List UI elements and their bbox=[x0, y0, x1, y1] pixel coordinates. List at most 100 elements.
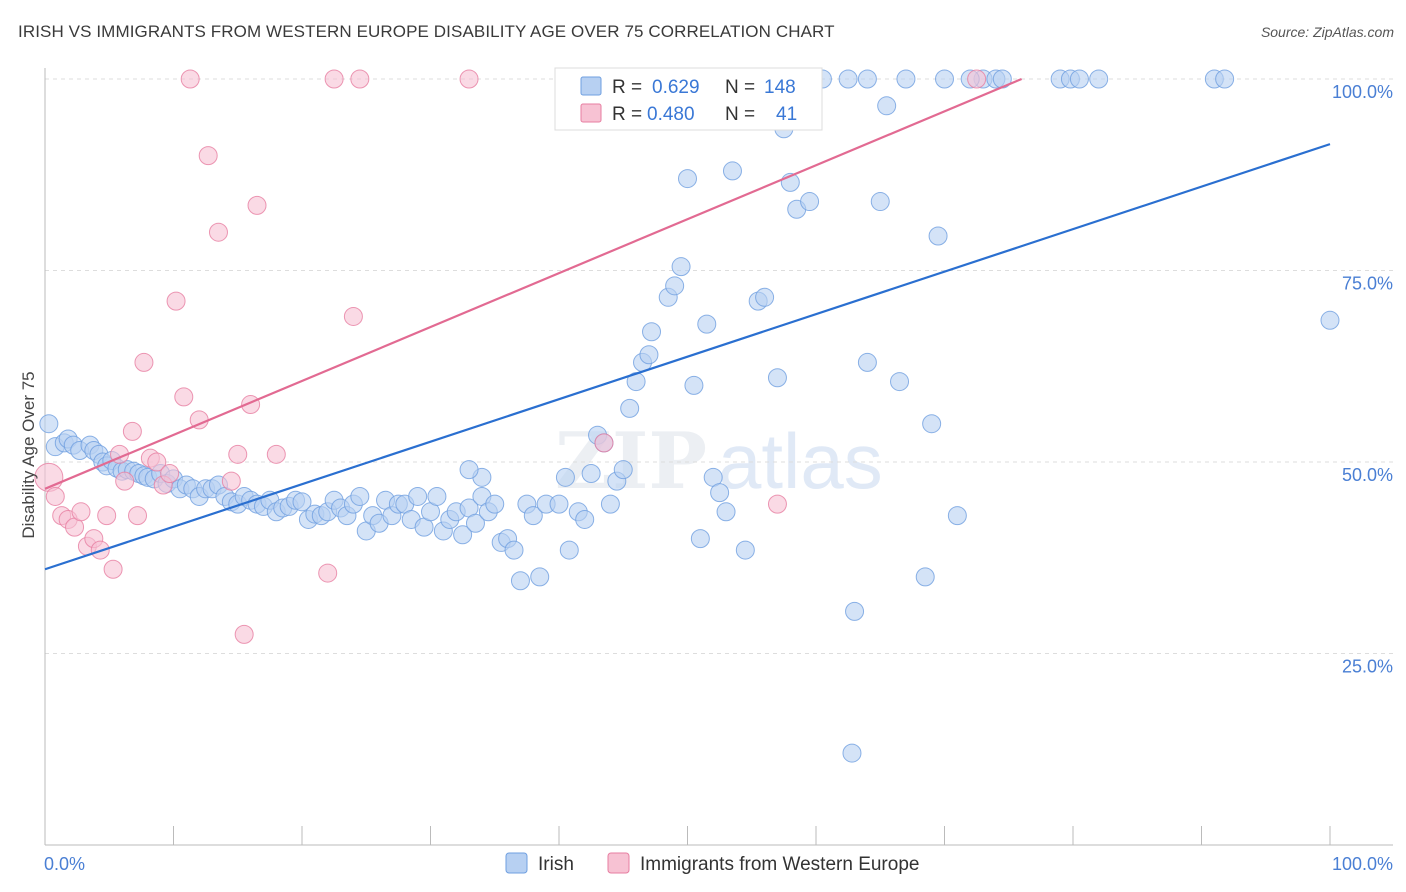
immigrants-point bbox=[122, 421, 142, 441]
immigrants-point bbox=[247, 195, 267, 215]
irish-point bbox=[600, 494, 620, 514]
irish-point bbox=[722, 161, 742, 181]
legend: Irish Immigrants from Western Europe bbox=[505, 852, 919, 875]
stats-r-value: 0.480 bbox=[647, 104, 695, 125]
irish-point bbox=[845, 601, 865, 621]
stats-r-label: R = bbox=[612, 77, 642, 98]
x-axis-ticks bbox=[44, 826, 1331, 845]
irish-point bbox=[555, 467, 575, 487]
x-tick-label-max: 100.0% bbox=[1332, 854, 1393, 874]
immigrants-point bbox=[115, 471, 135, 491]
irish-point bbox=[896, 69, 916, 89]
immigrants-point bbox=[767, 494, 787, 514]
immigrants-point bbox=[234, 624, 254, 644]
y-axis-label: Disability Age Over 75 bbox=[19, 371, 38, 538]
stats-swatch-immigrants bbox=[580, 103, 602, 123]
irish-point bbox=[530, 567, 550, 587]
y-tick-label: 50.0% bbox=[1342, 465, 1393, 485]
irish-point bbox=[559, 540, 579, 560]
irish-point bbox=[639, 345, 659, 365]
immigrants-point bbox=[134, 352, 154, 372]
stats-box: R = 0.629 N = 148 R = 0.480 N = 41 bbox=[554, 67, 823, 131]
irish-point bbox=[857, 69, 877, 89]
irish-point bbox=[1089, 69, 1109, 89]
irish-point bbox=[523, 506, 543, 526]
immigrants-point bbox=[318, 563, 338, 583]
immigrants-point bbox=[459, 69, 479, 89]
irish-point bbox=[922, 414, 942, 434]
stats-n-value: 148 bbox=[764, 77, 796, 98]
irish-point bbox=[710, 483, 730, 503]
immigrants-point bbox=[208, 222, 228, 242]
irish-point bbox=[510, 571, 530, 591]
x-tick-label-min: 0.0% bbox=[44, 854, 85, 874]
immigrants-point bbox=[160, 463, 180, 483]
immigrants-point bbox=[221, 471, 241, 491]
irish-point bbox=[678, 169, 697, 189]
immigrants-point bbox=[97, 506, 117, 526]
series-immigrants bbox=[34, 69, 987, 644]
immigrants-point bbox=[166, 291, 186, 311]
irish-trend-line bbox=[44, 143, 1331, 571]
irish-point bbox=[465, 513, 485, 533]
legend-item-immigrants[interactable]: Immigrants from Western Europe bbox=[607, 852, 919, 875]
legend-swatch-immigrants bbox=[607, 852, 630, 874]
irish-point bbox=[697, 314, 717, 334]
irish-point bbox=[427, 486, 447, 506]
gridlines bbox=[45, 78, 1393, 654]
legend-label-irish: Irish bbox=[538, 854, 574, 875]
y-tick-label: 75.0% bbox=[1342, 274, 1393, 294]
immigrants-point bbox=[45, 486, 65, 506]
stats-n-value: 41 bbox=[776, 104, 797, 125]
irish-point bbox=[485, 494, 505, 514]
irish-point bbox=[716, 502, 736, 522]
irish-point bbox=[408, 486, 428, 506]
trend-lines bbox=[44, 77, 1331, 571]
legend-label-immigrants: Immigrants from Western Europe bbox=[640, 854, 919, 875]
watermark-atlas: atlas bbox=[718, 417, 883, 505]
irish-point bbox=[620, 398, 640, 418]
legend-swatch-irish bbox=[505, 852, 528, 874]
irish-point bbox=[947, 506, 967, 526]
irish-point bbox=[39, 414, 59, 434]
immigrants-point bbox=[180, 69, 200, 89]
irish-point bbox=[684, 375, 704, 395]
irish-point bbox=[613, 460, 633, 480]
irish-point bbox=[453, 525, 473, 545]
irish-point bbox=[575, 509, 595, 529]
irish-point bbox=[292, 492, 312, 512]
immigrants-point bbox=[343, 306, 363, 326]
y-tick-label: 25.0% bbox=[1342, 657, 1393, 677]
irish-point bbox=[581, 463, 601, 483]
stats-swatch-irish bbox=[580, 76, 602, 96]
immigrants-point bbox=[103, 559, 123, 579]
stats-n-label: N = bbox=[725, 77, 755, 98]
irish-point bbox=[842, 743, 862, 763]
irish-point bbox=[890, 372, 910, 392]
irish-point bbox=[857, 352, 877, 372]
stats-r-value: 0.629 bbox=[652, 77, 700, 98]
immigrants-point bbox=[228, 444, 248, 464]
stats-r-label: R = bbox=[612, 104, 642, 125]
immigrants-point bbox=[266, 444, 286, 464]
immigrants-point bbox=[128, 506, 148, 526]
irish-point bbox=[767, 368, 787, 388]
immigrants-point bbox=[967, 69, 987, 89]
irish-point bbox=[838, 69, 858, 89]
immigrants-point bbox=[174, 387, 194, 407]
stats-n-label: N = bbox=[725, 104, 755, 125]
legend-item-irish[interactable]: Irish bbox=[505, 852, 574, 875]
irish-point bbox=[642, 322, 662, 342]
irish-point bbox=[671, 257, 691, 277]
irish-point bbox=[800, 192, 820, 212]
source-credit: Source: ZipAtlas.com bbox=[1260, 24, 1394, 40]
stats-row-immigrants: R = 0.480 N = 41 bbox=[580, 103, 797, 125]
irish-point bbox=[877, 96, 897, 116]
irish-point bbox=[870, 192, 890, 212]
watermark: ZIP atlas bbox=[555, 416, 883, 507]
immigrants-point bbox=[350, 69, 370, 89]
irish-point bbox=[504, 540, 524, 560]
immigrants-point bbox=[198, 146, 218, 166]
irish-point bbox=[928, 226, 948, 246]
